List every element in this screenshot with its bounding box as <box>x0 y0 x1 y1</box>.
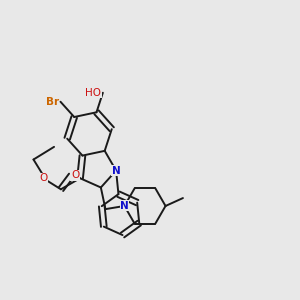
Text: HO: HO <box>85 88 101 98</box>
Text: N: N <box>120 201 129 211</box>
Text: O: O <box>40 173 48 184</box>
Text: N: N <box>112 166 121 176</box>
Text: Br: Br <box>46 97 59 107</box>
Text: O: O <box>71 170 79 180</box>
